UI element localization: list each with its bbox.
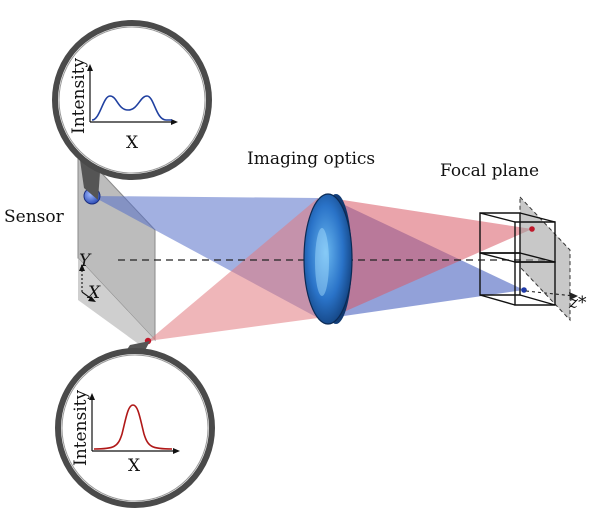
focal-volume-cube-lower (479, 252, 556, 306)
focal-plane-label: Focal plane (440, 161, 539, 181)
top-magnifier (52, 20, 212, 180)
bottom-magnifier (55, 348, 215, 508)
z-axis-line (525, 290, 575, 297)
top-x-label: X (126, 133, 139, 153)
z-axis-arrowhead (569, 292, 578, 300)
imaging-optics-label: Imaging optics (247, 149, 375, 169)
lens (303, 193, 353, 325)
sensor-plane-lower (78, 258, 155, 345)
top-intensity-curve (91, 95, 172, 121)
x-axis-label: X (86, 283, 101, 303)
bottom-intensity-label: Intensity (71, 390, 91, 466)
blue-focal-point (521, 287, 527, 293)
y-axis-label: Y (79, 251, 92, 271)
top-intensity-label: Intensity (69, 58, 89, 134)
bottom-intensity-curve (93, 404, 173, 450)
lens-highlight (315, 228, 329, 296)
red-beam-outgoing (330, 198, 532, 318)
bottom-x-label: X (128, 456, 141, 476)
x-axis-arrowhead (88, 296, 96, 302)
red-focal-point (529, 226, 535, 232)
red-beam-incoming (148, 198, 318, 341)
sensor-label: Sensor (4, 207, 65, 227)
z-axis-label: z* (568, 293, 587, 313)
y-axis-arrowhead (79, 264, 85, 271)
